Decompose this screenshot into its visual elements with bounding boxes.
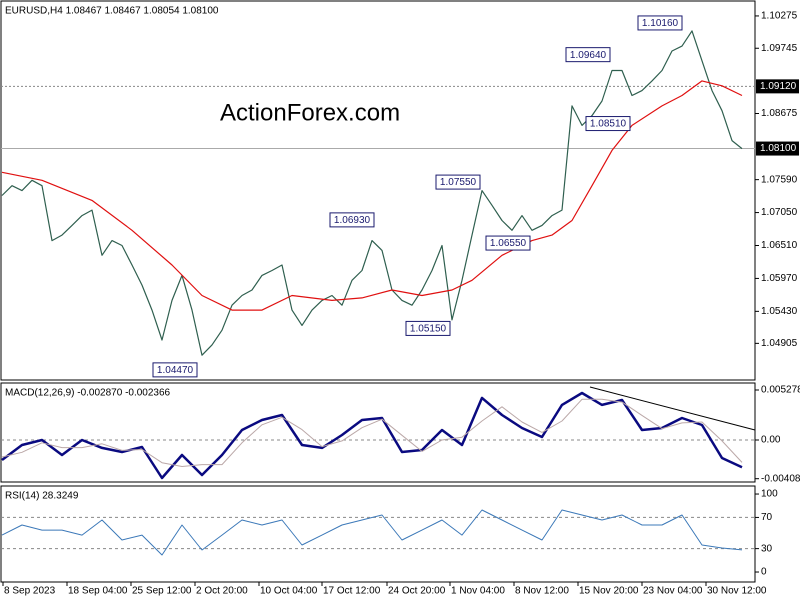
annotation-label: 1.05150 — [410, 324, 447, 335]
x-tick-label: 8 Nov 12:00 — [515, 586, 569, 597]
x-tick-label: 17 Oct 12:00 — [323, 586, 381, 597]
series-line — [1, 509, 743, 556]
y-tick-label: 1.06510 — [761, 240, 798, 251]
panel-frame — [0, 0, 756, 381]
y-tick-label: 70 — [761, 512, 773, 523]
x-tick-label: 18 Sep 04:00 — [68, 586, 128, 597]
annotation-box — [405, 320, 451, 336]
x-tick-label: 10 Oct 04:00 — [260, 586, 318, 597]
y-tick-label: 1.04905 — [761, 338, 798, 349]
annotation-box — [329, 212, 375, 228]
y-tick-label: 30 — [761, 543, 773, 554]
y-tick-label: 0.005278 — [761, 385, 800, 396]
annotation-box — [485, 235, 531, 251]
y-tick-label: 1.07050 — [761, 207, 798, 218]
series-line — [1, 391, 743, 480]
watermark: ActionForex.com — [220, 99, 400, 126]
series-line — [1, 80, 743, 311]
x-tick-label: 8 Sep 2023 — [4, 586, 56, 597]
annotation-label: 1.08510 — [590, 119, 627, 130]
annotation-label: 1.07550 — [440, 177, 477, 188]
x-tick-label: 30 Nov 12:00 — [707, 586, 767, 597]
x-tick-label: 1 Nov 04:00 — [451, 586, 505, 597]
annotation-label: 1.06930 — [334, 215, 371, 226]
annotation-box — [435, 174, 481, 190]
panel-title: EURUSD,H4 1.08467 1.08467 1.08054 1.0810… — [5, 6, 219, 17]
annotation-label: 1.10160 — [642, 18, 679, 29]
level-label-box — [756, 141, 799, 156]
y-tick-label: 1.10275 — [761, 11, 798, 22]
y-tick-label: 1.05970 — [761, 273, 798, 284]
annotation-label: 1.06550 — [490, 238, 527, 249]
annotation-box — [637, 15, 683, 31]
panel-frame — [0, 382, 756, 483]
series-line — [1, 30, 743, 356]
x-tick-label: 25 Sep 12:00 — [132, 586, 192, 597]
level-label: 1.08100 — [760, 143, 797, 154]
level-label: 1.09120 — [760, 81, 797, 92]
annotation-label: 1.09640 — [570, 50, 607, 61]
y-tick-label: 0.00 — [761, 435, 781, 446]
y-tick-label: -0.004087 — [761, 473, 800, 484]
y-tick-label: 1.07590 — [761, 174, 798, 185]
x-tick-label: 15 Nov 20:00 — [579, 586, 639, 597]
panel-title: MACD(12,26,9) -0.002870 -0.002366 — [5, 388, 171, 399]
panel-frame — [0, 485, 756, 583]
annotation-label: 1.04470 — [157, 365, 194, 376]
x-tick-label: 24 Oct 20:00 — [388, 586, 446, 597]
annotation-box — [152, 362, 198, 378]
y-tick-label: 1.08675 — [761, 108, 798, 119]
annotation-box — [565, 47, 611, 63]
y-tick-label: 100 — [761, 489, 778, 500]
y-tick-label: 0 — [761, 567, 767, 578]
annotation-box — [585, 116, 631, 132]
y-tick-label: 1.05430 — [761, 306, 798, 317]
level-label-box — [756, 79, 799, 94]
x-tick-label: 23 Nov 04:00 — [643, 586, 703, 597]
trend-line — [589, 386, 756, 431]
panel-title: RSI(14) 28.3249 — [5, 491, 79, 502]
x-tick-label: 2 Oct 20:00 — [196, 586, 248, 597]
series-line — [1, 398, 743, 467]
y-tick-label: 1.09745 — [761, 43, 798, 54]
